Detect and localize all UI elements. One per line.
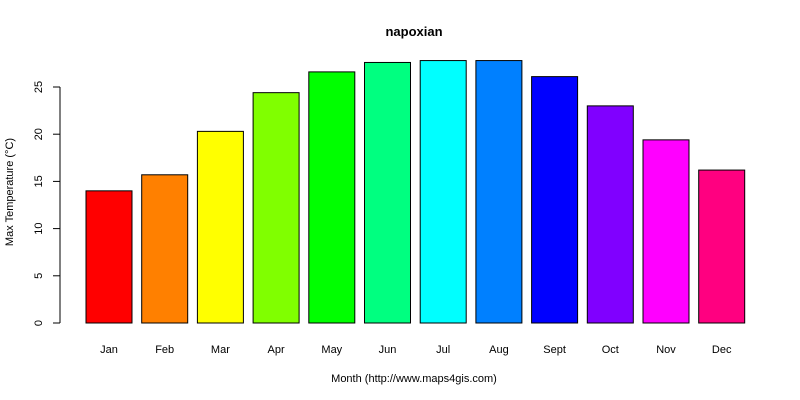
y-tick-label: 5 — [33, 273, 45, 279]
x-tick-label: Aug — [489, 344, 509, 356]
y-tick-label: 10 — [33, 222, 45, 234]
bar-nov — [642, 139, 690, 324]
bar-sept — [531, 76, 579, 324]
x-tick-label: Apr — [268, 344, 285, 356]
y-ticks: 0 5 10 15 20 25 — [33, 81, 60, 326]
x-tick-label: Jun — [379, 344, 397, 356]
x-tick-label: Oct — [602, 344, 619, 356]
x-tick-label: Jan — [100, 344, 118, 356]
bar-apr — [252, 92, 300, 324]
bar-may — [308, 71, 356, 324]
x-tick-label: Feb — [155, 344, 174, 356]
bar-aug — [475, 60, 523, 324]
y-axis-label: Max Temperature (°C) — [4, 138, 16, 246]
y-axis: 0 5 10 15 20 25 — [33, 81, 61, 326]
y-tick-label: 0 — [33, 320, 45, 326]
bar-jun — [364, 61, 411, 324]
y-tick-label: 20 — [33, 128, 45, 140]
bar-jul — [419, 60, 467, 324]
chart-title: napoxian — [385, 24, 442, 39]
y-tick-label: 15 — [33, 175, 45, 187]
bar-jan — [85, 190, 133, 324]
bar-dec — [698, 169, 746, 324]
bars — [85, 60, 746, 324]
x-tick-label: Nov — [656, 344, 676, 356]
x-tick-label: Mar — [211, 344, 230, 356]
x-tick-labels: Jan Feb Mar Apr May Jun Jul Aug Sept Oct Nov Dec — [100, 344, 732, 356]
x-tick-label: May — [321, 344, 342, 356]
bar-mar — [196, 130, 244, 324]
x-tick-label: Sept — [543, 344, 566, 356]
x-axis-label: Month (http://www.maps4gis.com) — [331, 373, 497, 385]
y-tick-label: 25 — [33, 81, 45, 93]
x-tick-label: Jul — [436, 344, 450, 356]
bar-oct — [586, 105, 634, 324]
bar-feb — [141, 174, 189, 324]
x-tick-label: Dec — [712, 344, 732, 356]
